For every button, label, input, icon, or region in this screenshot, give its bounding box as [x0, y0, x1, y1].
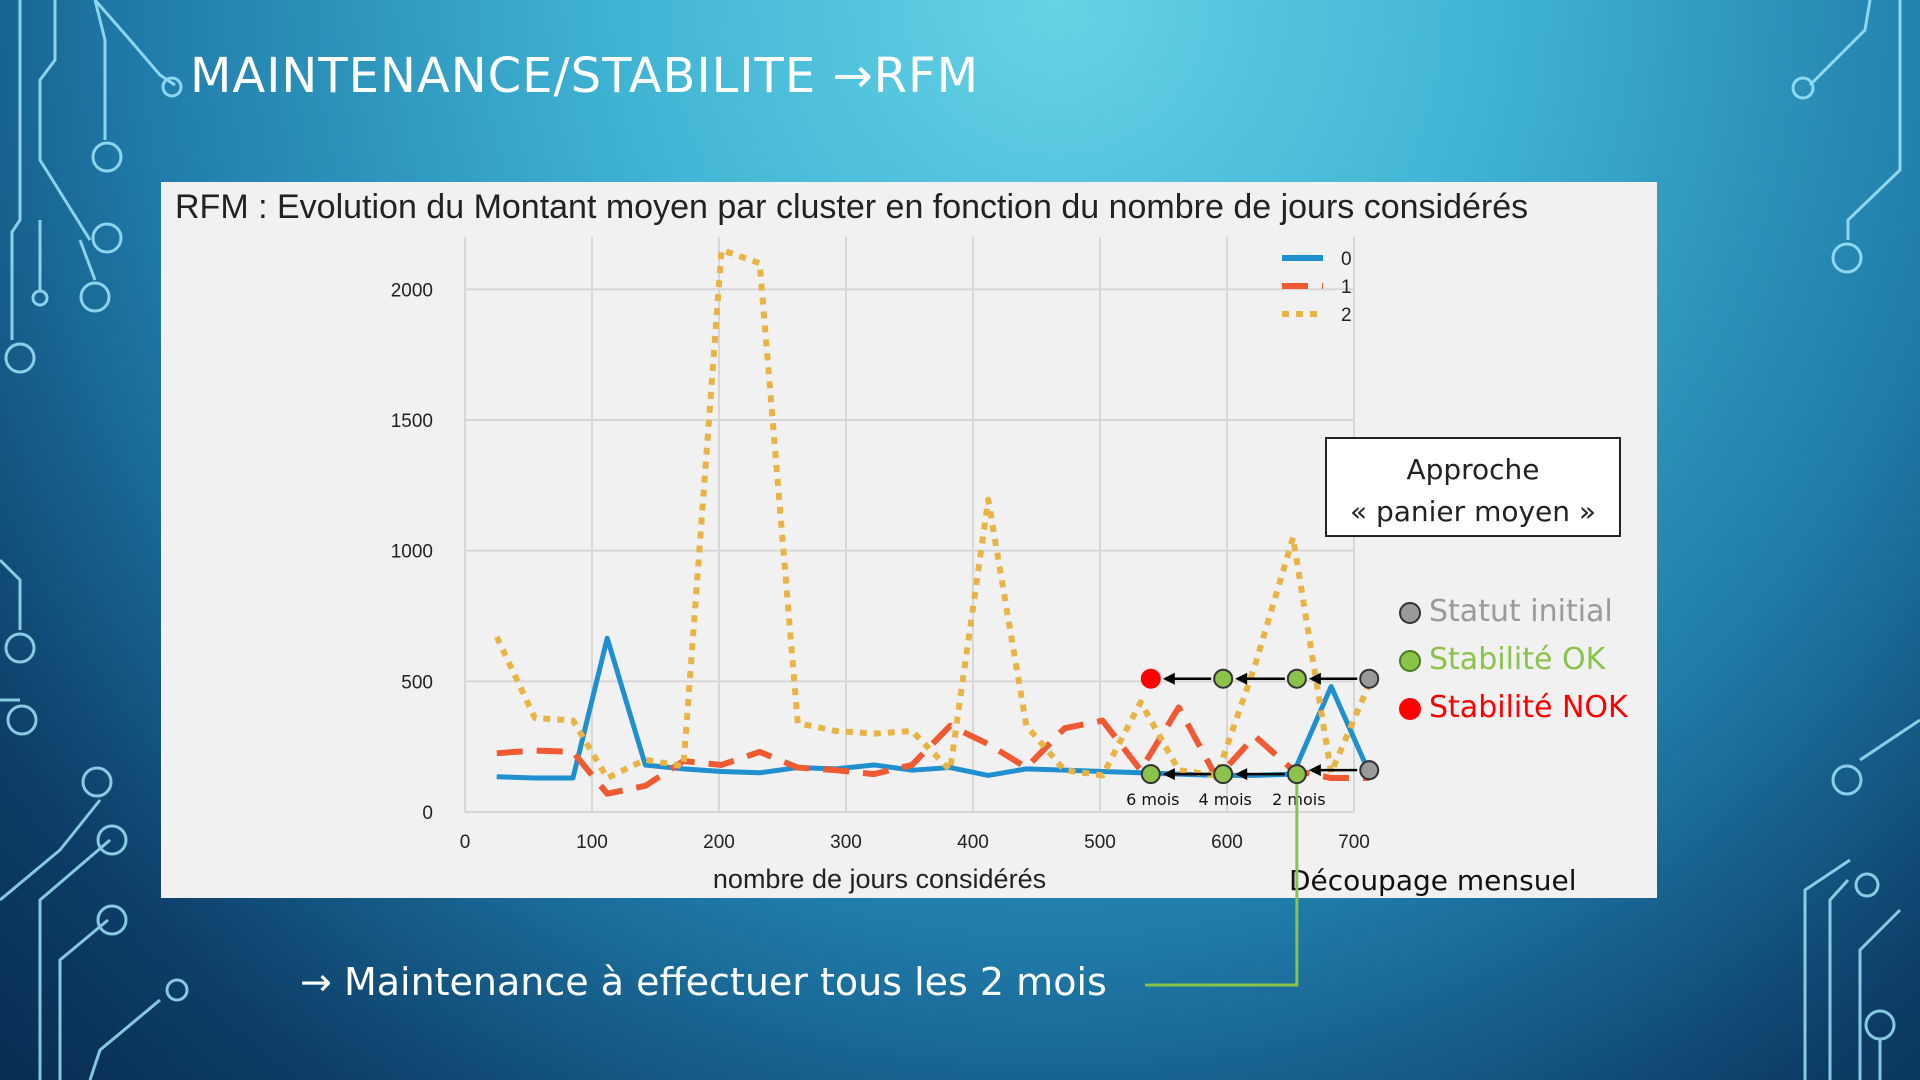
status-marker-ok	[1140, 764, 1161, 785]
status-marker-nok	[1140, 668, 1161, 689]
legend-label-0: 0	[1341, 249, 1352, 270]
chart-title: RFM : Evolution du Montant moyen par clu…	[175, 188, 1529, 226]
y-tick-label: 2000	[391, 280, 433, 301]
slide-title: MAINTENANCE/STABILITE →RFM	[190, 48, 980, 104]
arrow-head-icon	[1308, 672, 1321, 685]
conclusion-arrow-icon: →	[300, 960, 332, 1004]
status-label-initial: Statut initial	[1429, 594, 1613, 629]
chart-panel: 0 100 200 300 400 500 600 700 0 500 1000 1500 2000 no…	[161, 182, 1657, 898]
status-legend-nok: Stabilité NOK	[1399, 690, 1628, 725]
status-marker-initial	[1359, 760, 1380, 781]
approach-line-2: « panier moyen »	[1349, 495, 1597, 528]
y-tick-label: 0	[422, 803, 433, 824]
status-marker-ok	[1286, 668, 1307, 689]
status-marker-initial	[1359, 668, 1380, 689]
status-marker-ok	[1213, 668, 1234, 689]
ok-dot-icon	[1399, 649, 1421, 672]
x-tick-label: 400	[957, 832, 989, 853]
month-label: 6 mois	[1126, 790, 1179, 809]
arrow-head-icon	[1235, 768, 1248, 781]
conclusion-text: Maintenance à effectuer tous les 2 mois	[343, 960, 1107, 1004]
status-legend-ok: Stabilité OK	[1399, 642, 1605, 677]
month-label: 4 mois	[1198, 790, 1251, 809]
x-tick-label: 0	[460, 832, 471, 853]
month-label: 2 mois	[1272, 790, 1325, 809]
status-legend-initial: Statut initial	[1399, 594, 1613, 629]
status-label-nok: Stabilité NOK	[1429, 690, 1628, 725]
nok-dot-icon	[1399, 697, 1421, 720]
arrow-head-icon	[1308, 764, 1321, 777]
status-marker-ok	[1286, 764, 1307, 785]
x-tick-label: 500	[1084, 832, 1116, 853]
connector-line	[1145, 784, 1299, 987]
x-tick-label: 100	[576, 832, 608, 853]
x-tick-label: 600	[1211, 832, 1243, 853]
arrow-head-icon	[1235, 672, 1248, 685]
x-axis-label: nombre de jours considérés	[713, 864, 1046, 894]
status-marker-ok	[1213, 764, 1234, 785]
series-line-2	[494, 247, 1372, 782]
status-label-ok: Stabilité OK	[1429, 642, 1606, 677]
legend-label-1: 1	[1341, 277, 1352, 298]
y-tick-label: 1000	[391, 542, 433, 563]
y-tick-label: 500	[401, 672, 433, 693]
conclusion: → Maintenance à effectuer tous les 2 moi…	[300, 960, 1107, 1004]
x-tick-label: 300	[830, 832, 862, 853]
approach-box: Approche « panier moyen »	[1325, 437, 1621, 537]
rfm-line-chart: 0 100 200 300 400 500 600 700 0 500 1000 1500 2000 no…	[391, 237, 1380, 894]
arrow-head-icon	[1162, 768, 1175, 781]
legend-label-2: 2	[1341, 305, 1352, 326]
y-tick-label: 1500	[391, 411, 433, 432]
arrow-head-icon	[1162, 672, 1175, 685]
x-tick-label: 200	[703, 832, 735, 853]
approach-line-1: Approche	[1406, 453, 1540, 486]
x-tick-label: 700	[1338, 832, 1370, 853]
series-line-1	[496, 704, 1370, 797]
decoupage-label: Découpage mensuel	[1289, 864, 1577, 897]
initial-dot-icon	[1399, 601, 1421, 624]
